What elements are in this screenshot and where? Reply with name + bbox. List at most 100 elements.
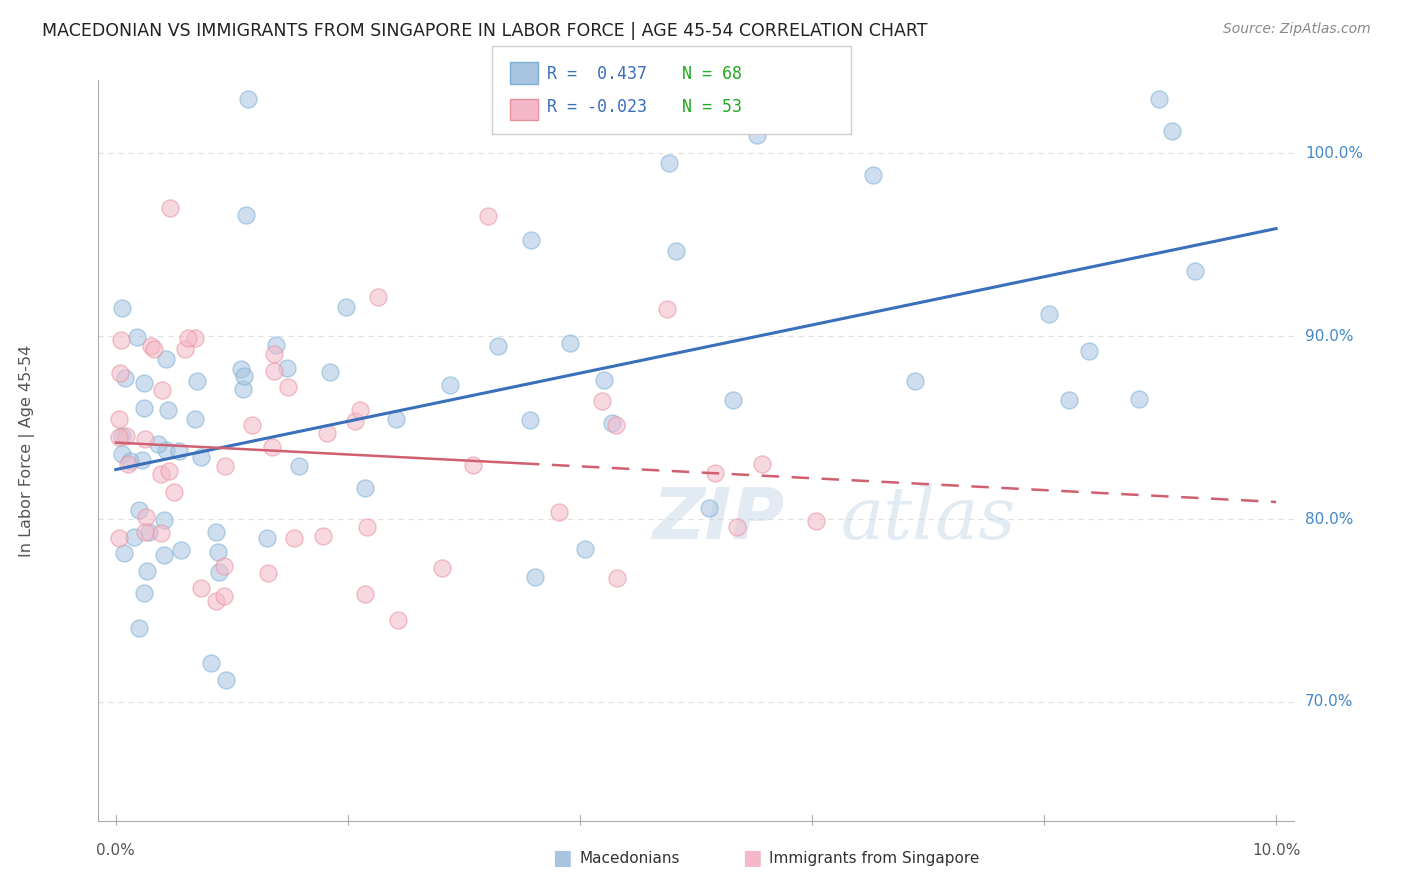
Point [560,335,582,350]
Text: ■: ■ [553,848,572,868]
Point [600,416,623,430]
Point [574,542,596,557]
Point [1184,264,1206,278]
Point [1147,91,1170,105]
Point [155,442,177,457]
Point [135,564,157,578]
Point [146,437,169,451]
Point [263,363,285,377]
Point [212,589,235,603]
Point [236,91,259,105]
Point [232,382,254,396]
Text: N = 68: N = 68 [682,65,742,83]
Point [349,402,371,417]
Point [439,377,461,392]
Point [155,351,177,366]
Point [266,337,288,351]
Point [745,128,768,143]
Text: Macedonians: Macedonians [579,851,679,865]
Point [111,447,134,461]
Point [1057,393,1080,408]
Point [1077,343,1099,358]
Point [356,520,378,534]
Point [335,300,357,314]
Point [117,457,139,471]
Text: ZIP: ZIP [652,484,786,554]
Point [312,528,335,542]
Point [343,414,366,428]
Point [142,343,165,357]
Text: In Labor Force | Age 45-54: In Labor Force | Age 45-54 [18,344,35,557]
Text: 10.0%: 10.0% [1251,843,1301,857]
Text: 80.0%: 80.0% [1305,511,1354,526]
Point [658,156,681,170]
Point [112,546,135,560]
Text: R = -0.023: R = -0.023 [547,98,647,116]
Point [725,519,748,533]
Point [215,673,238,687]
Point [186,374,208,388]
Point [319,365,342,379]
Point [240,417,263,432]
Text: atlas: atlas [841,483,1015,554]
Point [183,412,205,426]
Point [1038,307,1060,321]
Point [486,339,509,353]
Point [131,453,153,467]
Point [523,569,546,583]
Point [111,301,134,315]
Point [260,440,283,454]
Point [1161,124,1184,138]
Point [208,566,231,580]
Point [606,571,628,585]
Point [519,234,541,248]
Point [132,376,155,390]
Point [108,412,131,426]
Point [276,360,298,375]
Point [461,458,484,472]
Point [547,505,569,519]
Point [232,369,254,384]
Point [387,613,409,627]
Point [139,339,162,353]
Point [108,367,131,381]
Point [862,168,884,182]
Point [904,374,927,388]
Point [385,412,408,426]
Point [277,380,299,394]
Text: 100.0%: 100.0% [1305,146,1364,161]
Point [134,525,156,540]
Point [519,412,541,426]
Point [122,530,145,544]
Point [207,545,229,559]
Point [665,244,688,259]
Point [1128,392,1150,406]
Text: ■: ■ [742,848,762,868]
Point [108,429,131,443]
Point [212,559,235,574]
Point [235,208,257,222]
Point [592,373,614,387]
Point [110,333,132,347]
Point [263,347,285,361]
Point [159,202,181,216]
Point [135,509,157,524]
Point [804,514,827,528]
Point [163,485,186,500]
Point [353,481,375,495]
Point [156,403,179,417]
Point [134,432,156,446]
Point [108,531,131,545]
Point [169,444,191,458]
Point [150,383,173,397]
Point [205,593,228,607]
Text: N = 53: N = 53 [682,98,742,116]
Point [697,501,720,516]
Point [256,532,278,546]
Point [591,393,613,408]
Point [229,361,252,376]
Point [432,561,454,575]
Point [174,342,197,356]
Text: Immigrants from Singapore: Immigrants from Singapore [769,851,980,865]
Point [205,525,228,540]
